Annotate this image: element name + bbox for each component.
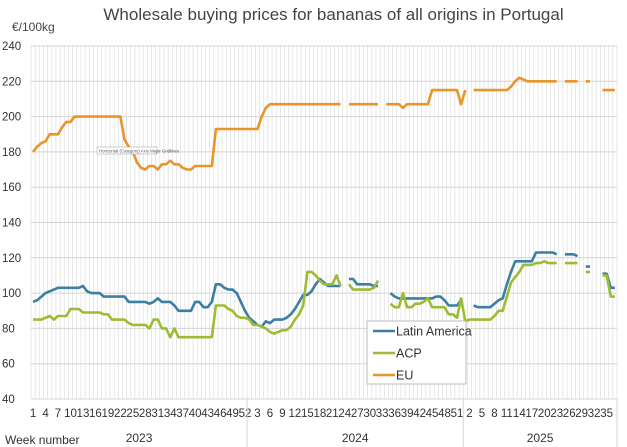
- x-tick-label: 16: [89, 408, 102, 420]
- x-axis-label: Week number: [5, 433, 79, 447]
- x-tick-label: 15: [301, 408, 314, 420]
- legend-label: ACP: [396, 347, 422, 361]
- y-tick-label: 200: [2, 112, 21, 124]
- x-group-label: 2025: [527, 431, 554, 445]
- x-tick-label: 26: [563, 408, 576, 420]
- x-tick-label: 24: [338, 408, 351, 420]
- x-tick-label: 27: [351, 408, 364, 420]
- legend-label: EU: [396, 369, 413, 383]
- y-tick-label: 220: [2, 76, 21, 88]
- x-tick-label: 52: [239, 408, 252, 420]
- x-tick-label: 23: [550, 408, 563, 420]
- x-tick-label: 33: [376, 408, 389, 420]
- y-tick-label: 120: [2, 253, 21, 265]
- tooltip-text: Horizontal (Category) Axis Major Gridlin…: [99, 149, 179, 154]
- series-line-acp: [33, 260, 615, 339]
- x-tick-label: 18: [313, 408, 326, 420]
- x-tick-label: 40: [189, 408, 202, 420]
- x-tick-label: 35: [600, 408, 613, 420]
- x-tick-label: 49: [226, 408, 239, 420]
- x-tick-label: 9: [279, 408, 285, 420]
- x-tick-label: 21: [326, 408, 339, 420]
- x-tick-label: 28: [139, 408, 152, 420]
- y-tick-label: 80: [2, 323, 15, 335]
- x-tick-label: 34: [164, 408, 177, 420]
- x-tick-label: 36: [388, 408, 401, 420]
- series-line-eu: [32, 76, 615, 171]
- x-tick-label: 29: [575, 408, 588, 420]
- x-tick-label: 4: [42, 408, 49, 420]
- y-tick-label: 60: [2, 359, 15, 371]
- x-tick-label: 32: [588, 408, 601, 420]
- y-tick-label: 100: [2, 288, 21, 300]
- y-tick-label: 140: [2, 218, 21, 230]
- y-tick-label: 40: [2, 394, 15, 406]
- chart-title: Wholesale buying prices for bananas of a…: [103, 5, 564, 24]
- x-tick-label: 20: [538, 408, 551, 420]
- x-tick-label: 25: [126, 408, 139, 420]
- x-tick-label: 5: [479, 408, 485, 420]
- x-tick-label: 46: [214, 408, 227, 420]
- x-tick-label: 39: [401, 408, 414, 420]
- x-tick-label: 2: [466, 408, 472, 420]
- x-tick-label: 31: [151, 408, 164, 420]
- x-tick-label: 3: [254, 408, 260, 420]
- x-group-label: 2024: [342, 431, 369, 445]
- x-tick-label: 13: [77, 408, 90, 420]
- tooltip-box: [96, 146, 158, 155]
- x-tick-label: 7: [55, 408, 61, 420]
- x-tick-label: 19: [101, 408, 114, 420]
- legend-label: Latin America: [396, 325, 472, 339]
- x-tick-label: 45: [426, 408, 439, 420]
- x-tick-label: 48: [438, 408, 451, 420]
- x-group-label: 2023: [126, 431, 153, 445]
- y-tick-label: 160: [2, 182, 21, 194]
- x-tick-label: 37: [176, 408, 189, 420]
- x-tick-label: 10: [64, 408, 77, 420]
- x-tick-label: 51: [451, 408, 464, 420]
- x-tick-label: 1: [30, 408, 36, 420]
- x-tick-label: 11: [501, 408, 513, 420]
- x-tick-label: 14: [513, 408, 526, 420]
- x-tick-label: 17: [525, 408, 538, 420]
- x-tick-label: 30: [363, 408, 376, 420]
- x-tick-label: 6: [267, 408, 273, 420]
- x-tick-label: 12: [289, 408, 302, 420]
- y-tick-label: 180: [2, 147, 21, 159]
- x-tick-label: 8: [491, 408, 497, 420]
- x-tick-label: 42: [413, 408, 426, 420]
- x-tick-label: 22: [114, 408, 127, 420]
- y-tick-label: 240: [2, 41, 21, 53]
- x-tick-label: 43: [201, 408, 214, 420]
- y-axis-label: €/100kg: [12, 20, 55, 34]
